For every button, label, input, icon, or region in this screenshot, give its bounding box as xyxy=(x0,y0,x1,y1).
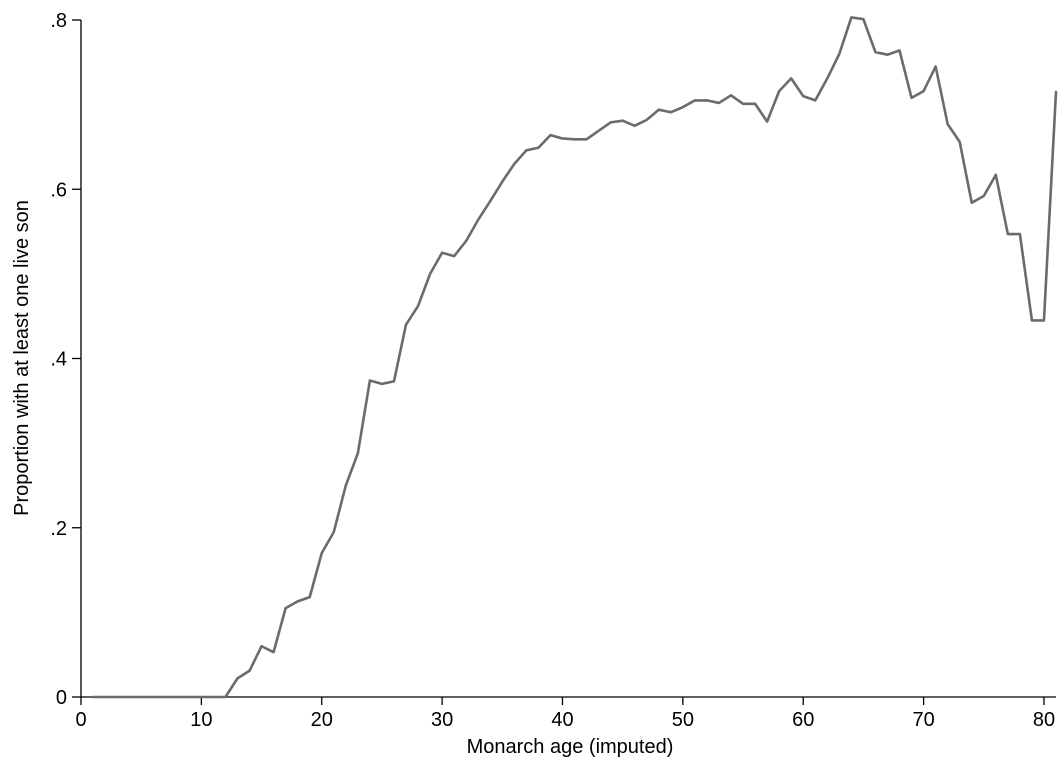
x-tick-label: 30 xyxy=(431,709,453,731)
y-tick-label: .4 xyxy=(50,349,67,371)
y-tick-label: 0 xyxy=(56,687,67,709)
series-line xyxy=(91,16,1058,699)
y-tick-label: .6 xyxy=(50,179,67,201)
x-tick-label: 60 xyxy=(792,709,814,731)
series-layer xyxy=(91,16,1058,699)
axes xyxy=(80,20,1056,698)
x-axis-label: Monarch age (imputed) xyxy=(467,736,674,758)
y-tick-label: .2 xyxy=(50,518,67,540)
y-tick-label: .8 xyxy=(50,10,67,32)
y-axis-label: Proportion with at least one live son xyxy=(11,200,33,516)
x-tick-label: 40 xyxy=(551,709,573,731)
x-tick-label: 20 xyxy=(311,709,333,731)
x-tick-label: 70 xyxy=(912,709,934,731)
ticks: 0 10 20 30 40 50 60 70 80 0 .2 .4 .6 .8 xyxy=(50,10,1055,731)
x-tick-label: 0 xyxy=(75,709,86,731)
x-tick-label: 50 xyxy=(672,709,694,731)
x-tick-label: 10 xyxy=(190,709,212,731)
x-tick-label: 80 xyxy=(1033,709,1055,731)
